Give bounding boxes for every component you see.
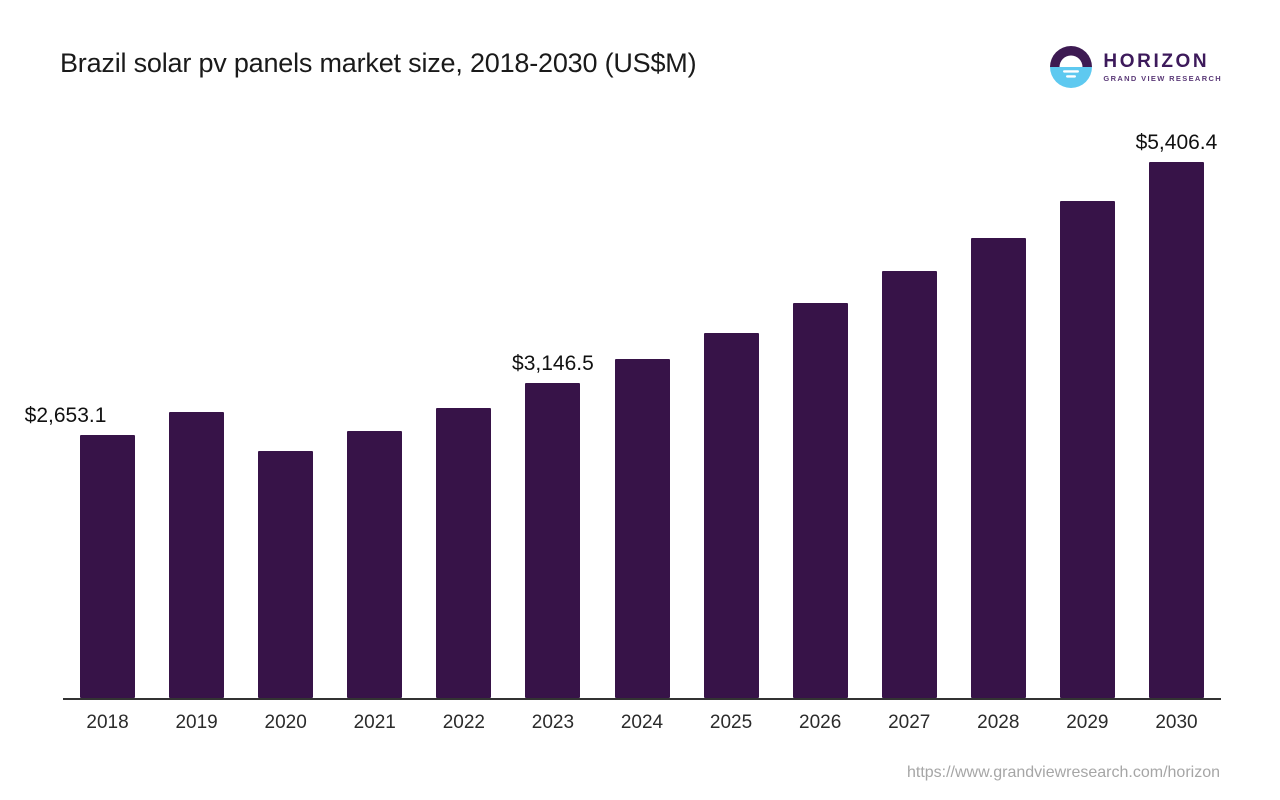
logo-tagline: GRAND VIEW RESEARCH [1103, 73, 1222, 83]
bar-2027[interactable] [882, 271, 937, 698]
x-tick-2025: 2025 [709, 712, 753, 733]
x-tick-2020: 2020 [264, 712, 307, 733]
x-tick-2023: 2023 [531, 712, 575, 733]
bar-2029[interactable] [1060, 201, 1115, 698]
x-tick-2021: 2021 [353, 712, 396, 733]
bar-2024[interactable] [615, 359, 670, 698]
page-title: Brazil solar pv panels market size, 2018… [60, 48, 697, 78]
bar-2020[interactable] [258, 451, 313, 698]
bar-2022[interactable] [436, 408, 491, 698]
bar-2018[interactable] [80, 435, 135, 698]
bar-2023[interactable] [525, 383, 580, 698]
x-tick-2029: 2029 [1066, 712, 1109, 733]
source-url[interactable]: https://www.grandviewresearch.com/horizo… [906, 764, 1220, 781]
x-tick-2024: 2024 [620, 712, 664, 733]
logo-text-block: HORIZON GRAND VIEW RESEARCH [1103, 52, 1222, 83]
bar-2019[interactable] [169, 412, 224, 698]
logo-wordmark: HORIZON [1103, 50, 1210, 72]
x-tick-2022: 2022 [442, 712, 485, 733]
x-tick-2027: 2027 [888, 712, 931, 733]
x-tick-2028: 2028 [977, 712, 1020, 733]
bar-value-label-2023: $3,146.5 [512, 352, 594, 375]
x-tick-2019: 2019 [175, 712, 218, 733]
x-tick-2026: 2026 [799, 712, 842, 733]
bar-2026[interactable] [793, 303, 848, 698]
bar-2028[interactable] [971, 238, 1026, 698]
bar-2021[interactable] [347, 431, 402, 698]
x-tick-2030: 2030 [1155, 712, 1198, 733]
bar-2025[interactable] [704, 333, 759, 698]
x-axis-line [63, 698, 1221, 700]
bar-2030[interactable] [1149, 162, 1204, 698]
bar-value-label-2030: $5,406.4 [1135, 131, 1218, 154]
horizon-sun-circle-icon [1050, 46, 1093, 88]
bar-value-label-2018: $2,653.1 [24, 404, 107, 427]
x-tick-2018: 2018 [86, 712, 129, 733]
brand-logo[interactable]: HORIZON GRAND VIEW RESEARCH [1049, 45, 1222, 89]
